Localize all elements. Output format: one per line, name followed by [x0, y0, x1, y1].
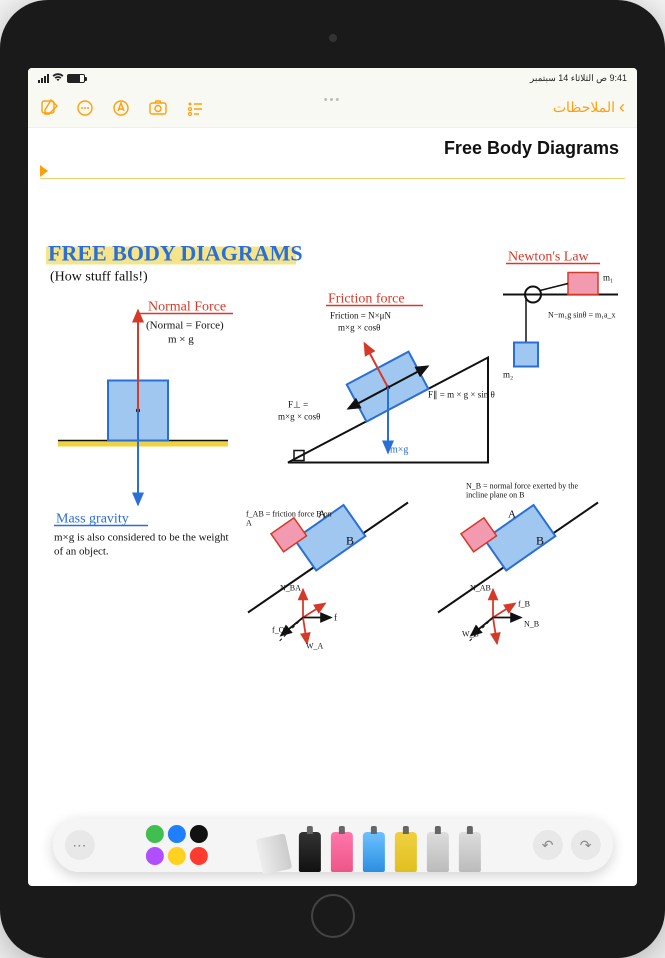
svg-text:f_OA: f_OA: [272, 626, 290, 635]
back-label: الملاحظات: [553, 99, 615, 116]
svg-text:m × g: m × g: [168, 334, 194, 346]
status-bar: 9:41 ص الثلاثاء 14 سبتمبر: [28, 68, 637, 88]
eraser-tool[interactable]: [331, 832, 353, 872]
color-swatch[interactable]: [146, 825, 164, 843]
svg-text:f_B: f_B: [518, 600, 530, 609]
sketch-canvas[interactable]: FREE BODY DIAGRAMS (How stuff falls!) No…: [28, 179, 637, 886]
drawing-toolbox: ⋯ ↶ ↷: [52, 818, 612, 872]
crayon-tool[interactable]: [363, 832, 385, 872]
more-icon[interactable]: [76, 99, 94, 117]
redo-button[interactable]: ↷: [571, 830, 601, 860]
svg-text:m₁: m₁: [603, 273, 613, 283]
color-swatch[interactable]: [190, 825, 208, 843]
svg-text:f: f: [334, 613, 337, 623]
toolbox-more-button[interactable]: ⋯: [64, 830, 94, 860]
timeline-ruler[interactable]: [40, 165, 625, 179]
color-swatch[interactable]: [190, 847, 208, 865]
svg-text:FREE BODY DIAGRAMS: FREE BODY DIAGRAMS: [48, 241, 303, 266]
svg-text:(How stuff falls!): (How stuff falls!): [50, 270, 148, 285]
svg-text:B: B: [346, 534, 354, 548]
svg-text:Friction = N×μN: Friction = N×μN: [330, 311, 391, 321]
note-title: Free Body Diagrams: [46, 138, 619, 159]
compose-icon[interactable]: [40, 99, 58, 117]
ipad-frame: 9:41 ص الثلاثاء 14 سبتمبر •••: [0, 0, 665, 958]
sketch-svg: FREE BODY DIAGRAMS (How stuff falls!) No…: [28, 179, 637, 886]
svg-text:W_A: W_A: [306, 642, 324, 651]
status-left: [38, 72, 85, 85]
svg-text:N_B: N_B: [524, 620, 539, 629]
multitask-dots[interactable]: •••: [324, 94, 342, 106]
svg-text:Friction force: Friction force: [328, 292, 405, 307]
color-swatch[interactable]: [146, 847, 164, 865]
pencil-tool[interactable]: [427, 832, 449, 872]
chevron-right-icon: ›: [619, 97, 625, 118]
svg-text:m×g × cosθ: m×g × cosθ: [278, 412, 320, 422]
lasso-tool[interactable]: [459, 832, 481, 872]
svg-text:m₂: m₂: [503, 370, 513, 380]
ruler-tool[interactable]: [256, 833, 293, 874]
camera-icon[interactable]: [148, 99, 168, 117]
svg-text:Mass gravity: Mass gravity: [56, 512, 129, 527]
svg-text:F⊥ =: F⊥ =: [288, 400, 308, 410]
svg-text:m×g × cosθ: m×g × cosθ: [338, 323, 380, 333]
pen-tool[interactable]: [299, 832, 321, 872]
signal-icon: [38, 74, 49, 83]
note-header: Free Body Diagrams: [28, 128, 637, 165]
svg-text:W_B: W_B: [462, 630, 479, 639]
color-swatch[interactable]: [168, 825, 186, 843]
svg-text:B: B: [536, 534, 544, 548]
incline-right: A B N_B = normal force exerted by the in…: [438, 483, 598, 644]
markup-icon[interactable]: [112, 99, 130, 117]
home-button[interactable]: [311, 894, 355, 938]
svg-text:N−m₁g sinθ = m₁a_x: N−m₁g sinθ = m₁a_x: [548, 311, 616, 320]
color-palette: [146, 825, 208, 865]
svg-text:Newton's Law: Newton's Law: [508, 250, 590, 265]
svg-text:N_AB: N_AB: [470, 584, 491, 593]
svg-text:F∥ = m × g × sin θ: F∥ = m × g × sin θ: [428, 390, 495, 400]
svg-text:m×g: m×g: [390, 445, 408, 456]
color-swatch[interactable]: [168, 847, 186, 865]
front-camera: [329, 34, 337, 42]
svg-text:N_BA: N_BA: [280, 584, 301, 593]
wifi-icon: [52, 72, 64, 85]
checklist-icon[interactable]: [186, 99, 204, 117]
tool-group: [259, 818, 481, 872]
undo-button[interactable]: ↶: [533, 830, 563, 860]
screen: 9:41 ص الثلاثاء 14 سبتمبر •••: [28, 68, 637, 886]
back-button[interactable]: › الملاحظات: [553, 97, 625, 118]
svg-text:Normal Force: Normal Force: [148, 300, 226, 315]
battery-icon: [67, 74, 85, 83]
svg-text:(Normal = Force): (Normal = Force): [146, 320, 224, 332]
incline-left: A B f_AB = friction force B on A N_: [246, 490, 408, 650]
highlighter-tool[interactable]: [395, 832, 417, 872]
status-time: 9:41 ص الثلاثاء 14 سبتمبر: [530, 73, 627, 84]
